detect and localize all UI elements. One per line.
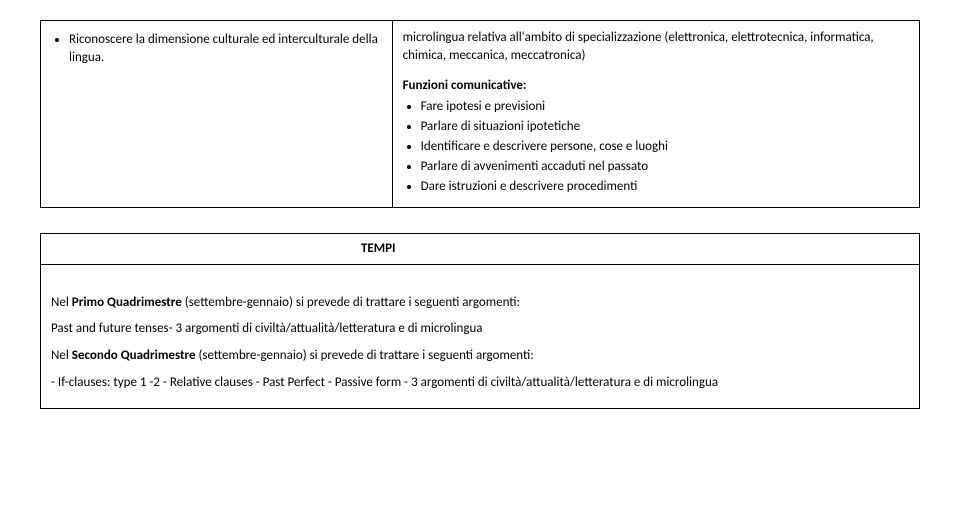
top-table: Riconoscere la dimensione culturale ed i… — [40, 20, 920, 208]
list-item: Identificare e descrivere persone, cose … — [421, 138, 909, 156]
tempi-body: Nel Primo Quadrimestre (settembre-gennai… — [41, 264, 920, 408]
list-item: Parlare di situazioni ipotetiche — [421, 118, 909, 136]
subheading: Funzioni comunicative: — [403, 77, 909, 95]
primo-q-content: Past and future tenses- 3 argomenti di c… — [51, 319, 909, 340]
list-item: Dare istruzioni e descrivere procediment… — [421, 178, 909, 196]
text: (settembre-gennaio) si prevede di tratta… — [196, 348, 534, 363]
secondo-q-line: Nel Secondo Quadrimestre (settembre-genn… — [51, 346, 909, 367]
bold-text: Primo Quadrimestre — [72, 295, 182, 310]
tempi-heading-cell: TEMPI — [41, 233, 920, 264]
text: (settembre-gennaio) si prevede di tratta… — [182, 295, 520, 310]
bold-text: Secondo Quadrimestre — [72, 348, 196, 363]
left-list: Riconoscere la dimensione culturale ed i… — [51, 31, 382, 67]
right-cell: microlingua relativa all'ambito di speci… — [392, 21, 919, 208]
tempi-table: TEMPI Nel Primo Quadrimestre (settembre-… — [40, 233, 920, 409]
right-list: Fare ipotesi e previsioni Parlare di sit… — [403, 98, 909, 197]
text: Nel — [51, 348, 72, 363]
list-item: Fare ipotesi e previsioni — [421, 98, 909, 116]
list-item: Riconoscere la dimensione culturale ed i… — [69, 31, 382, 67]
secondo-q-content: - If-clauses: type 1 -2 - Relative claus… — [51, 373, 909, 394]
primo-q-line: Nel Primo Quadrimestre (settembre-gennai… — [51, 293, 909, 314]
left-cell: Riconoscere la dimensione culturale ed i… — [41, 21, 393, 208]
intro-text: microlingua relativa all'ambito di speci… — [403, 29, 909, 65]
list-item: Parlare di avvenimenti accaduti nel pass… — [421, 158, 909, 176]
tempi-heading: TEMPI — [361, 241, 396, 256]
text: Nel — [51, 295, 72, 310]
